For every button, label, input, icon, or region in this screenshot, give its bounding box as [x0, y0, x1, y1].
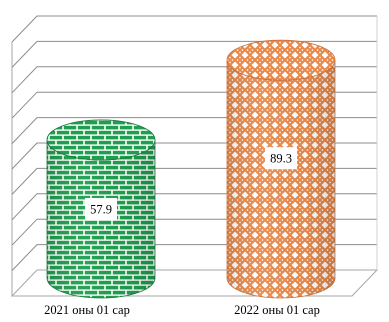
bar-top — [46, 119, 156, 161]
category-label: 2022 оны 01 сар — [234, 303, 320, 317]
bar-1: 57.9 — [46, 119, 156, 299]
bar-top — [226, 39, 336, 81]
bars: 57.9 89.3 — [46, 39, 336, 299]
category-labels: 2021 оны 01 сар 2022 оны 01 сар — [44, 303, 320, 317]
gridline — [11, 15, 377, 43]
data-label-box — [85, 197, 117, 220]
data-label: 89.3 — [265, 147, 297, 170]
data-label-box — [265, 147, 297, 170]
data-label-text: 89.3 — [270, 152, 292, 166]
category-label: 2021 оны 01 сар — [44, 303, 130, 317]
data-label: 57.9 — [85, 197, 117, 220]
bar-shading — [227, 60, 335, 298]
bar-2: 89.3 — [226, 39, 336, 299]
data-label-text: 57.9 — [90, 202, 112, 216]
